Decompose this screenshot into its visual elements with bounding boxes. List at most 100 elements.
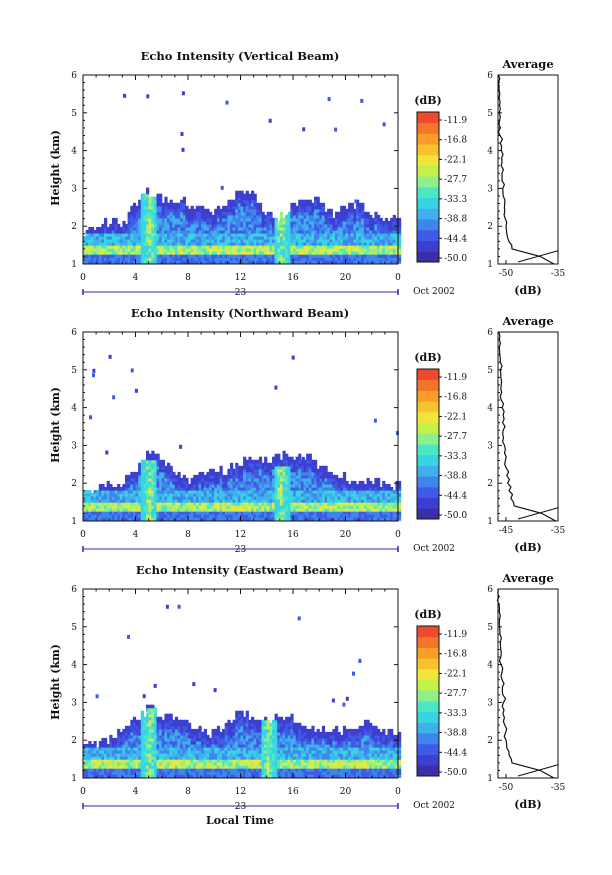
echo-cell — [104, 744, 108, 748]
echo-cell — [329, 487, 333, 491]
echo-cell — [167, 477, 171, 482]
echo-cell — [109, 496, 113, 500]
echo-cell — [143, 474, 147, 479]
echo-cell — [272, 474, 276, 479]
echo-cell — [337, 514, 341, 518]
echo-cell — [146, 227, 150, 231]
echo-cell — [159, 245, 163, 249]
echo-cell — [127, 731, 131, 736]
echo-cell — [130, 765, 134, 769]
echo-cell — [151, 245, 155, 249]
echo-cell — [119, 514, 123, 518]
echo-cell — [106, 747, 110, 751]
echo-cell — [201, 493, 205, 497]
echo-cell — [195, 239, 200, 243]
echo-cell — [306, 462, 310, 467]
echo-cell — [329, 239, 333, 243]
echo-cell — [130, 484, 134, 488]
echo-cell — [314, 459, 318, 464]
echo-cell — [174, 505, 179, 509]
echo-cell — [88, 499, 92, 503]
echo-cell — [230, 517, 234, 521]
echo-cell — [90, 744, 95, 748]
echo-cell — [209, 496, 213, 500]
echo-cell — [361, 205, 365, 210]
echo-cell — [248, 230, 252, 234]
echo-cell — [311, 208, 315, 213]
echo-cell — [253, 468, 257, 473]
echo-cell — [316, 242, 320, 246]
echo-cell — [251, 254, 255, 258]
echo-cell — [235, 496, 239, 500]
echo-cell — [138, 514, 142, 518]
echo-cell — [243, 223, 247, 228]
echo-cell — [127, 725, 131, 730]
echo-cell — [119, 230, 123, 234]
echo-cell — [264, 254, 268, 258]
echo-cell — [159, 514, 163, 518]
echo-cell — [195, 248, 200, 252]
colorbar-label: -11.9 — [444, 373, 467, 383]
echo-cell — [308, 490, 312, 494]
echo-cell — [306, 223, 310, 228]
echo-cell — [90, 248, 95, 252]
echo-cell — [337, 220, 341, 225]
echo-cell — [125, 756, 129, 760]
echo-cell — [379, 227, 383, 231]
echo-cell — [398, 257, 402, 261]
echo-cell — [127, 741, 131, 745]
echo-cell — [140, 223, 144, 228]
echo-cell — [379, 487, 383, 491]
echo-cell — [395, 487, 399, 491]
echo-cell — [245, 487, 249, 491]
echo-cell — [366, 245, 370, 249]
echo-cell — [356, 217, 360, 222]
echo-cell — [332, 227, 336, 231]
echo-cell — [303, 514, 307, 518]
echo-cell — [251, 251, 255, 255]
echo-cell — [356, 214, 360, 219]
colorbar-segment — [417, 369, 439, 381]
echo-cell — [85, 774, 89, 778]
echo-cell — [269, 465, 273, 470]
echo-cell — [243, 514, 247, 518]
echo-cell — [216, 248, 221, 252]
echo-cell — [159, 493, 163, 497]
echo-cell — [109, 254, 113, 258]
echo-cell — [274, 220, 278, 225]
echo-cell — [143, 468, 147, 473]
echo-cell — [88, 496, 92, 500]
echo-cell — [169, 245, 173, 249]
echo-cell — [119, 508, 123, 512]
echo-cell — [277, 496, 281, 500]
echo-cell — [148, 196, 152, 201]
echo-cell — [316, 471, 320, 476]
echo-cell — [258, 477, 263, 482]
echo-cell — [119, 236, 123, 240]
echo-cell — [146, 484, 150, 488]
echo-cell — [390, 227, 394, 231]
echo-cell — [156, 248, 160, 252]
echo-cell — [203, 208, 207, 213]
echo-cell — [106, 765, 110, 769]
echo-cell — [151, 230, 155, 234]
echo-cell — [290, 465, 294, 470]
echo-cell — [303, 487, 307, 491]
echo-cell — [248, 227, 252, 231]
echo-cell — [159, 462, 163, 467]
echo-cell — [269, 514, 273, 518]
echo-cell — [308, 205, 312, 210]
echo-cell — [261, 490, 265, 494]
echo-cell — [135, 251, 139, 255]
echo-cell — [266, 254, 270, 258]
echo-cell — [243, 202, 247, 207]
echo-cell — [164, 220, 168, 225]
echo-cell — [369, 245, 373, 249]
echo-cell — [146, 199, 150, 204]
echo-cell — [374, 487, 378, 491]
echo-cell — [214, 208, 218, 213]
echo-cell — [214, 217, 218, 222]
echo-cell — [148, 511, 152, 515]
echo-cell — [277, 517, 281, 521]
echo-cell — [369, 217, 373, 222]
